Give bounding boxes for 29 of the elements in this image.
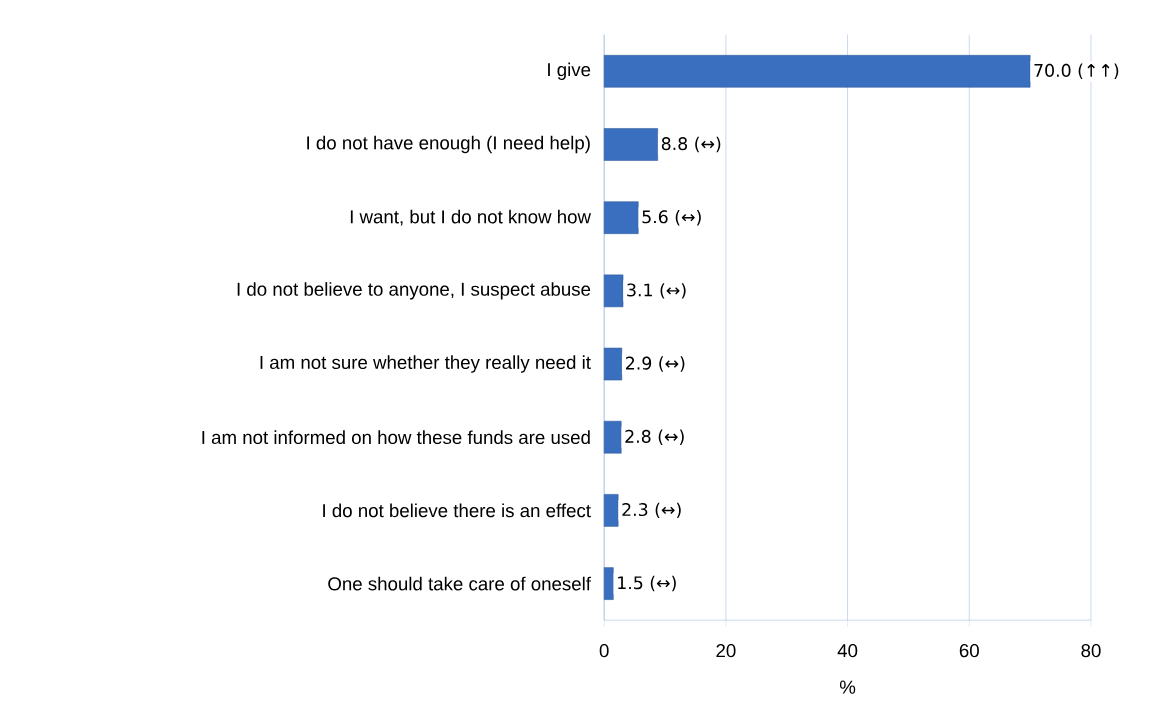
x-tick-label: 80: [1081, 644, 1101, 658]
bar: [603, 494, 619, 527]
bar: [603, 128, 658, 161]
y-tick-label: I give: [548, 62, 591, 81]
x-tick-label: 0: [599, 644, 609, 658]
x-tick-label: 20: [716, 644, 736, 658]
bar: [603, 347, 623, 381]
y-tick-label: I do not have enough (I need help): [307, 135, 590, 154]
x-tick-label: 60: [959, 644, 979, 658]
bar: [603, 274, 624, 308]
x-tick-label: 40: [837, 644, 858, 658]
data-label: 8.8 (↔): [661, 136, 721, 153]
y-tick-label: I do not believe there is an effect: [323, 503, 591, 518]
bar: [603, 567, 614, 600]
y-tick-label: I want, but I do not know how: [350, 209, 592, 226]
data-label: 3.1 (↔): [627, 283, 686, 299]
data-label: 2.9 (↔): [626, 356, 685, 372]
y-tick-label: I am not informed on how these funds are used: [202, 430, 590, 445]
y-tick-label: I am not sure whether they really need it: [260, 355, 591, 373]
data-label: 70.0 (↑↑): [1034, 63, 1119, 80]
data-label: 5.6 (↔): [642, 210, 701, 226]
y-tick-label: One should take care of oneself: [328, 576, 591, 591]
y-tick-label: I do not believe to anyone, I suspect abuse: [237, 282, 591, 300]
data-label: 1.5 (↔): [618, 575, 676, 592]
bar: [603, 421, 622, 454]
x-axis-title: %: [839, 680, 856, 694]
data-label: 2.8 (↔): [625, 429, 684, 445]
data-label: 2.3 (↔): [622, 502, 681, 519]
bar: [603, 201, 639, 234]
